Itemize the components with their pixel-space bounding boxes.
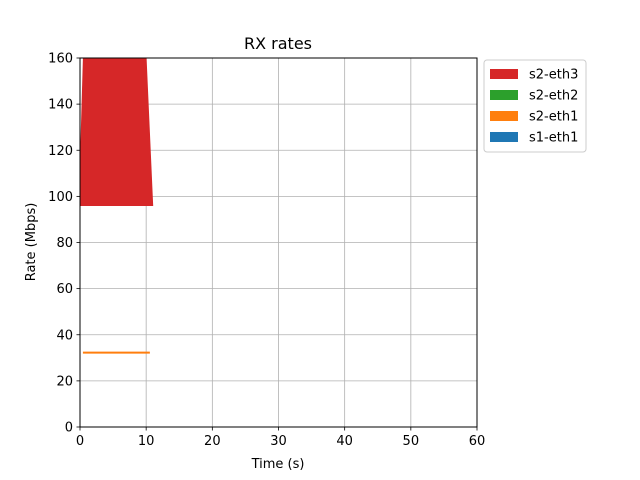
x-tick-label: 60 bbox=[469, 434, 486, 449]
legend-label-s2-eth1: s2-eth1 bbox=[529, 110, 578, 125]
y-tick-label: 40 bbox=[56, 328, 73, 343]
legend-swatch-s1-eth1 bbox=[490, 132, 518, 142]
y-tick-label: 160 bbox=[48, 52, 73, 67]
chart-title: RX rates bbox=[244, 34, 312, 53]
x-tick-label: 0 bbox=[76, 434, 84, 449]
x-axis-label: Time (s) bbox=[251, 457, 305, 472]
y-tick-label: 120 bbox=[48, 144, 73, 159]
legend-frame bbox=[483, 59, 587, 153]
legend-swatch-s2-eth1 bbox=[490, 111, 518, 121]
y-tick-label: 140 bbox=[48, 98, 73, 113]
x-tick-label: 10 bbox=[138, 434, 155, 449]
legend-label-s1-eth1: s1-eth1 bbox=[529, 131, 578, 146]
y-tick-label: 80 bbox=[56, 236, 73, 251]
x-tick-label: 50 bbox=[403, 434, 420, 449]
x-tick-label: 30 bbox=[270, 434, 287, 449]
y-tick-label: 0 bbox=[65, 421, 73, 436]
x-tick-label: 20 bbox=[204, 434, 221, 449]
y-axis-label: Rate (Mbps) bbox=[24, 203, 39, 282]
legend-label-s2-eth3: s2-eth3 bbox=[529, 68, 578, 83]
y-tick-label: 60 bbox=[56, 282, 73, 297]
x-tick-label: 40 bbox=[336, 434, 353, 449]
legend-label-s2-eth2: s2-eth2 bbox=[529, 89, 578, 104]
legend-swatch-s2-eth3 bbox=[490, 69, 518, 79]
legend-swatch-s2-eth2 bbox=[490, 90, 518, 100]
y-tick-label: 100 bbox=[48, 190, 73, 205]
y-tick-label: 20 bbox=[56, 374, 73, 389]
series-area-s2-eth3 bbox=[79, 57, 154, 206]
series-area-s2-eth1 bbox=[82, 351, 150, 354]
legend: s2-eth3 s2-eth2 s2-eth1 s1-eth1 bbox=[483, 59, 587, 153]
ticks-layer: 0 10 20 30 40 50 60 0 20 40 60 80 100 120 140 160 bbox=[48, 52, 485, 450]
